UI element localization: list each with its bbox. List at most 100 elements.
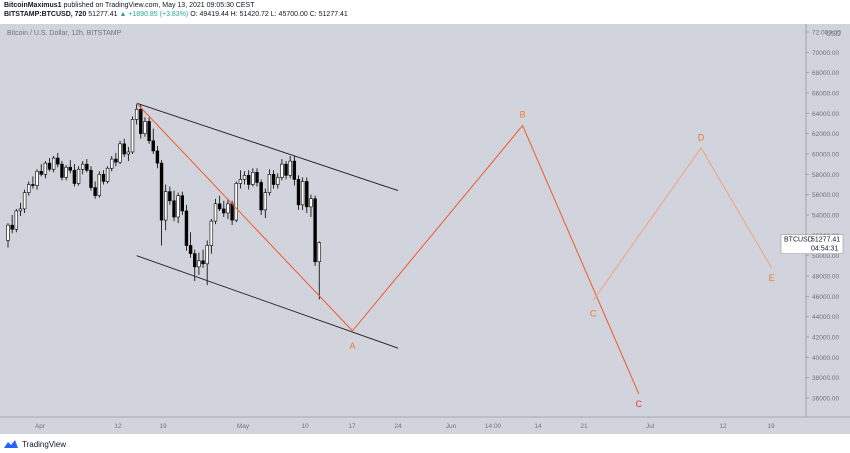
price-tag: BTCUSD 51277.41 04:54:31 — [780, 234, 844, 254]
x-tick-label: 19 — [767, 423, 775, 430]
wave-path-main — [136, 102, 640, 395]
x-tick-label: May — [237, 423, 250, 430]
y-tick-label: 66000.00 — [812, 91, 839, 98]
candle-up — [263, 192, 267, 211]
wave-paths[interactable] — [136, 102, 773, 395]
candle-down — [180, 195, 184, 212]
candle-down — [247, 175, 251, 185]
wave-label-c: C — [590, 309, 597, 319]
candle-down — [10, 224, 14, 230]
candle-up — [276, 177, 280, 185]
wave-labels: A B C C D E — [349, 109, 774, 409]
time-axis-background — [0, 417, 850, 434]
wave-label-d: D — [698, 133, 705, 143]
candle-up — [81, 163, 85, 170]
author-name[interactable]: BitcoinMaximus1 — [4, 2, 62, 9]
x-tick-label: 24 — [394, 423, 402, 430]
x-tick-label: 21 — [580, 423, 588, 430]
chart-frame[interactable]: Bitcoin / U.S. Dollar, 12h, BITSTAMP USD… — [0, 24, 850, 434]
x-tick-label: Jul — [646, 423, 655, 430]
y-tick-label: 56000.00 — [812, 192, 839, 199]
y-axis-unit: USD — [826, 31, 841, 38]
candle-down — [292, 160, 297, 180]
x-tick-label: 12 — [719, 423, 727, 430]
candle-down — [101, 174, 106, 182]
candle-down — [188, 245, 193, 254]
candle-down — [68, 166, 72, 171]
candle-down — [139, 108, 143, 134]
y-tick-label: 60000.00 — [812, 152, 839, 159]
candle-up — [14, 210, 18, 230]
candle-down — [168, 191, 172, 202]
footer: TradingView — [3, 437, 66, 451]
candle-down — [39, 170, 43, 175]
x-tick-label: Jun — [446, 423, 457, 430]
candle-down — [122, 143, 126, 155]
candle-up — [64, 166, 68, 178]
channel-lines[interactable] — [136, 102, 399, 349]
candle-up — [213, 203, 218, 222]
candle-up — [309, 198, 313, 208]
wave-label-b: B — [520, 109, 526, 119]
symbol-label: BITSTAMP:BTCUSD, 720 — [4, 11, 87, 18]
channel-line — [136, 102, 399, 192]
candle-up — [251, 172, 255, 185]
candle-down — [159, 162, 164, 221]
candle-up — [226, 203, 230, 214]
wave-path-secondary — [592, 146, 773, 301]
candle-down — [230, 203, 234, 221]
candle-down — [151, 140, 155, 152]
candle-down — [222, 208, 226, 214]
y-tick-label: 40000.00 — [812, 355, 839, 362]
plot-background — [0, 24, 806, 417]
wave-label-a: A — [349, 341, 355, 351]
candle-up — [27, 184, 31, 193]
candle-down — [284, 163, 288, 176]
candle-up — [143, 121, 147, 134]
last-price: 51277.41 — [88, 11, 118, 18]
candle-down — [313, 198, 317, 263]
candle-up — [43, 162, 48, 175]
x-axis-ticks: Apr 12 19 May 10 17 24 Jun 14:00 14 21 Jul 12 19 — [35, 423, 775, 430]
price-tag-countdown: 04:54:31 — [811, 246, 838, 253]
candle-down — [172, 200, 176, 218]
candle-down — [85, 163, 89, 171]
symbol-info-line: BITSTAMP:BTCUSD, 720 51277.41 ▲ +1890.85… — [4, 10, 850, 19]
y-tick-label: 42000.00 — [812, 335, 839, 342]
candle-down — [271, 174, 276, 185]
candle-up — [6, 224, 10, 241]
candle-up — [209, 220, 214, 246]
candle-up — [97, 174, 102, 196]
y-tick-label: 38000.00 — [812, 375, 839, 382]
candle-down — [60, 163, 64, 178]
candle-up — [22, 192, 27, 210]
candle-up — [197, 260, 201, 268]
candle-down — [305, 181, 309, 208]
candle-up — [267, 174, 272, 193]
candle-up — [134, 108, 139, 120]
candle-down — [217, 203, 222, 210]
price-chart[interactable]: Bitcoin / U.S. Dollar, 12h, BITSTAMP USD… — [0, 24, 850, 434]
candle-down — [201, 260, 205, 265]
candle-down — [193, 253, 197, 268]
x-tick-label: 10 — [301, 423, 309, 430]
price-tag-symbol: BTCUSD — [784, 237, 813, 244]
candle-down — [184, 210, 189, 246]
candle-up — [205, 245, 209, 265]
candle-up — [234, 183, 238, 221]
candle-up — [238, 179, 243, 184]
price-tag-box — [780, 234, 844, 254]
candle-up — [51, 157, 56, 170]
candle-down — [259, 182, 263, 211]
footer-brand[interactable]: TradingView — [22, 439, 67, 449]
candle-down — [31, 184, 35, 186]
candle-up — [118, 143, 122, 163]
candle-up — [130, 119, 135, 153]
channel-line — [136, 255, 399, 349]
candle-up — [18, 208, 23, 212]
tradingview-logo-icon — [4, 440, 18, 448]
candle-up — [126, 151, 131, 155]
wave-label-e: E — [769, 273, 775, 283]
candle-up — [164, 191, 168, 221]
candle-down — [47, 162, 52, 170]
